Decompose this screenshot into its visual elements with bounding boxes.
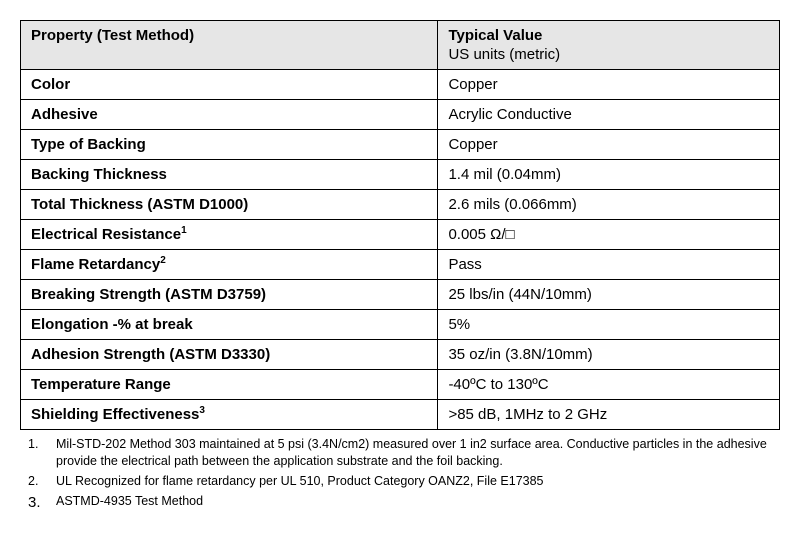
property-text: Adhesive [31,106,98,123]
header-value: Typical Value US units (metric) [438,21,780,70]
property-cell: Electrical Resistance1 [21,220,438,250]
property-superscript: 3 [199,405,205,416]
table-row: Type of Backing Copper [21,130,780,160]
table-header-row: Property (Test Method) Typical Value US … [21,21,780,70]
value-cell: Pass [438,250,780,280]
property-superscript: 2 [160,255,166,266]
property-text: Breaking Strength (ASTM D3759) [31,286,266,303]
property-text: Electrical Resistance [31,226,181,243]
table-row: Shielding Effectiveness3>85 dB, 1MHz to … [21,400,780,430]
value-cell: 0.005 Ω/□ [438,220,780,250]
table-row: Adhesive Acrylic Conductive [21,100,780,130]
property-text: Total Thickness (ASTM D1000) [31,196,248,213]
value-cell: 25 lbs/in (44N/10mm) [438,280,780,310]
value-cell: -40ºC to 130ºC [438,370,780,400]
property-text: Color [31,76,70,93]
table-row: Elongation -% at break 5% [21,310,780,340]
property-text: Shielding Effectiveness [31,406,199,423]
property-text: Elongation -% at break [31,316,193,333]
footnote-text: ASTMD-4935 Test Method [56,493,780,513]
value-cell: Copper [438,70,780,100]
property-cell: Temperature Range [21,370,438,400]
property-cell: Adhesion Strength (ASTM D3330) [21,340,438,370]
property-cell: Adhesive [21,100,438,130]
header-property: Property (Test Method) [21,21,438,70]
footnote-number: 2. [20,473,56,490]
header-value-sub: US units (metric) [448,46,769,63]
property-cell: Elongation -% at break [21,310,438,340]
header-value-main: Typical Value [448,27,542,44]
properties-table: Property (Test Method) Typical Value US … [20,20,780,430]
header-property-text: Property (Test Method) [31,27,194,44]
property-cell: Shielding Effectiveness3 [21,400,438,430]
table-row: Breaking Strength (ASTM D3759) 25 lbs/in … [21,280,780,310]
property-cell: Total Thickness (ASTM D1000) [21,190,438,220]
table-row: Electrical Resistance10.005 Ω/□ [21,220,780,250]
property-text: Backing Thickness [31,166,167,183]
table-row: Adhesion Strength (ASTM D3330) 35 oz/in (… [21,340,780,370]
table-row: Total Thickness (ASTM D1000) 2.6 mils (0.… [21,190,780,220]
value-cell: Acrylic Conductive [438,100,780,130]
footnotes: 1.Mil-STD-202 Method 303 maintained at 5… [20,436,780,513]
table-row: Temperature Range -40ºC to 130ºC [21,370,780,400]
footnote-text: UL Recognized for flame retardancy per U… [56,473,780,490]
property-text: Flame Retardancy [31,256,160,273]
footnote-text: Mil-STD-202 Method 303 maintained at 5 p… [56,436,780,470]
footnote-number: 1. [20,436,56,470]
footnote: 1.Mil-STD-202 Method 303 maintained at 5… [20,436,780,470]
property-cell: Breaking Strength (ASTM D3759) [21,280,438,310]
value-cell: 2.6 mils (0.066mm) [438,190,780,220]
value-cell: 5% [438,310,780,340]
table-row: Flame Retardancy2Pass [21,250,780,280]
table-body: ColorCopperAdhesiveAcrylic ConductiveTyp… [21,70,780,430]
property-cell: Backing Thickness [21,160,438,190]
footnote: 2.UL Recognized for flame retardancy per… [20,473,780,490]
value-cell: 1.4 mil (0.04mm) [438,160,780,190]
property-text: Temperature Range [31,376,171,393]
property-cell: Color [21,70,438,100]
property-superscript: 1 [181,225,187,236]
footnote-number: 3. [20,493,56,513]
property-cell: Flame Retardancy2 [21,250,438,280]
value-cell: >85 dB, 1MHz to 2 GHz [438,400,780,430]
property-text: Adhesion Strength (ASTM D3330) [31,346,270,363]
table-row: Backing Thickness 1.4 mil (0.04mm) [21,160,780,190]
property-cell: Type of Backing [21,130,438,160]
property-text: Type of Backing [31,136,146,153]
footnote: 3.ASTMD-4935 Test Method [20,493,780,513]
value-cell: Copper [438,130,780,160]
table-row: Color Copper [21,70,780,100]
value-cell: 35 oz/in (3.8N/10mm) [438,340,780,370]
